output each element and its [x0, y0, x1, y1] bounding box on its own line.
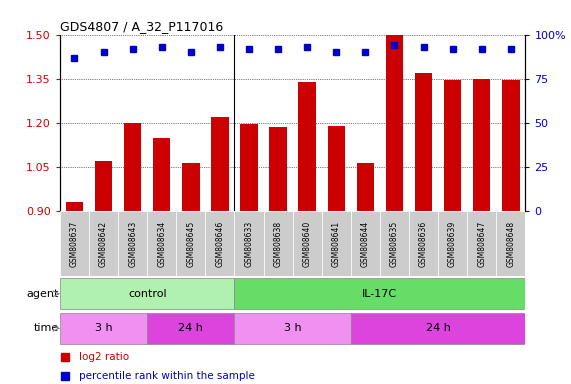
Text: GSM808638: GSM808638: [274, 221, 283, 267]
Bar: [386, 35, 403, 211]
Bar: [438, 211, 467, 276]
Bar: [351, 211, 380, 276]
Bar: [211, 117, 228, 211]
Bar: [357, 162, 374, 211]
Text: IL-17C: IL-17C: [363, 289, 397, 299]
Text: GSM808645: GSM808645: [186, 221, 195, 267]
Text: GSM808641: GSM808641: [332, 221, 341, 267]
Bar: [328, 126, 345, 211]
Bar: [415, 73, 432, 211]
Bar: [147, 313, 235, 344]
Bar: [264, 211, 293, 276]
Bar: [60, 313, 147, 344]
Bar: [240, 124, 258, 211]
Text: GSM808636: GSM808636: [419, 221, 428, 267]
Bar: [95, 161, 112, 211]
Text: GSM808633: GSM808633: [244, 221, 254, 267]
Text: percentile rank within the sample: percentile rank within the sample: [79, 371, 255, 381]
Text: agent: agent: [26, 289, 58, 299]
Text: GSM808637: GSM808637: [70, 221, 79, 267]
Bar: [496, 211, 525, 276]
Bar: [235, 278, 525, 310]
Text: GSM808640: GSM808640: [303, 221, 312, 267]
Bar: [206, 211, 235, 276]
Text: 24 h: 24 h: [178, 323, 203, 333]
Text: GSM808648: GSM808648: [506, 221, 515, 267]
Bar: [380, 211, 409, 276]
Bar: [299, 82, 316, 211]
Bar: [351, 313, 525, 344]
Bar: [293, 211, 321, 276]
Text: GSM808642: GSM808642: [99, 221, 108, 267]
Text: log2 ratio: log2 ratio: [79, 352, 128, 362]
Bar: [147, 211, 176, 276]
Text: GSM808643: GSM808643: [128, 221, 137, 267]
Bar: [270, 127, 287, 211]
Text: GSM808644: GSM808644: [361, 221, 370, 267]
Bar: [176, 211, 206, 276]
Text: GSM808646: GSM808646: [215, 221, 224, 267]
Bar: [473, 79, 490, 211]
Bar: [182, 162, 200, 211]
Bar: [66, 202, 83, 211]
Text: GSM808634: GSM808634: [157, 221, 166, 267]
Text: 3 h: 3 h: [95, 323, 112, 333]
Text: GSM808647: GSM808647: [477, 221, 486, 267]
Text: GSM808639: GSM808639: [448, 221, 457, 267]
Text: control: control: [128, 289, 167, 299]
Bar: [60, 278, 235, 310]
Bar: [321, 211, 351, 276]
Bar: [444, 80, 461, 211]
Text: GDS4807 / A_32_P117016: GDS4807 / A_32_P117016: [60, 20, 223, 33]
Bar: [118, 211, 147, 276]
Bar: [153, 137, 171, 211]
Bar: [467, 211, 496, 276]
Text: 3 h: 3 h: [284, 323, 301, 333]
Bar: [235, 313, 351, 344]
Bar: [502, 80, 520, 211]
Text: 24 h: 24 h: [425, 323, 451, 333]
Bar: [235, 211, 264, 276]
Text: time: time: [33, 323, 58, 333]
Bar: [89, 211, 118, 276]
Bar: [124, 123, 142, 211]
Bar: [60, 211, 89, 276]
Bar: [409, 211, 438, 276]
Text: GSM808635: GSM808635: [390, 221, 399, 267]
